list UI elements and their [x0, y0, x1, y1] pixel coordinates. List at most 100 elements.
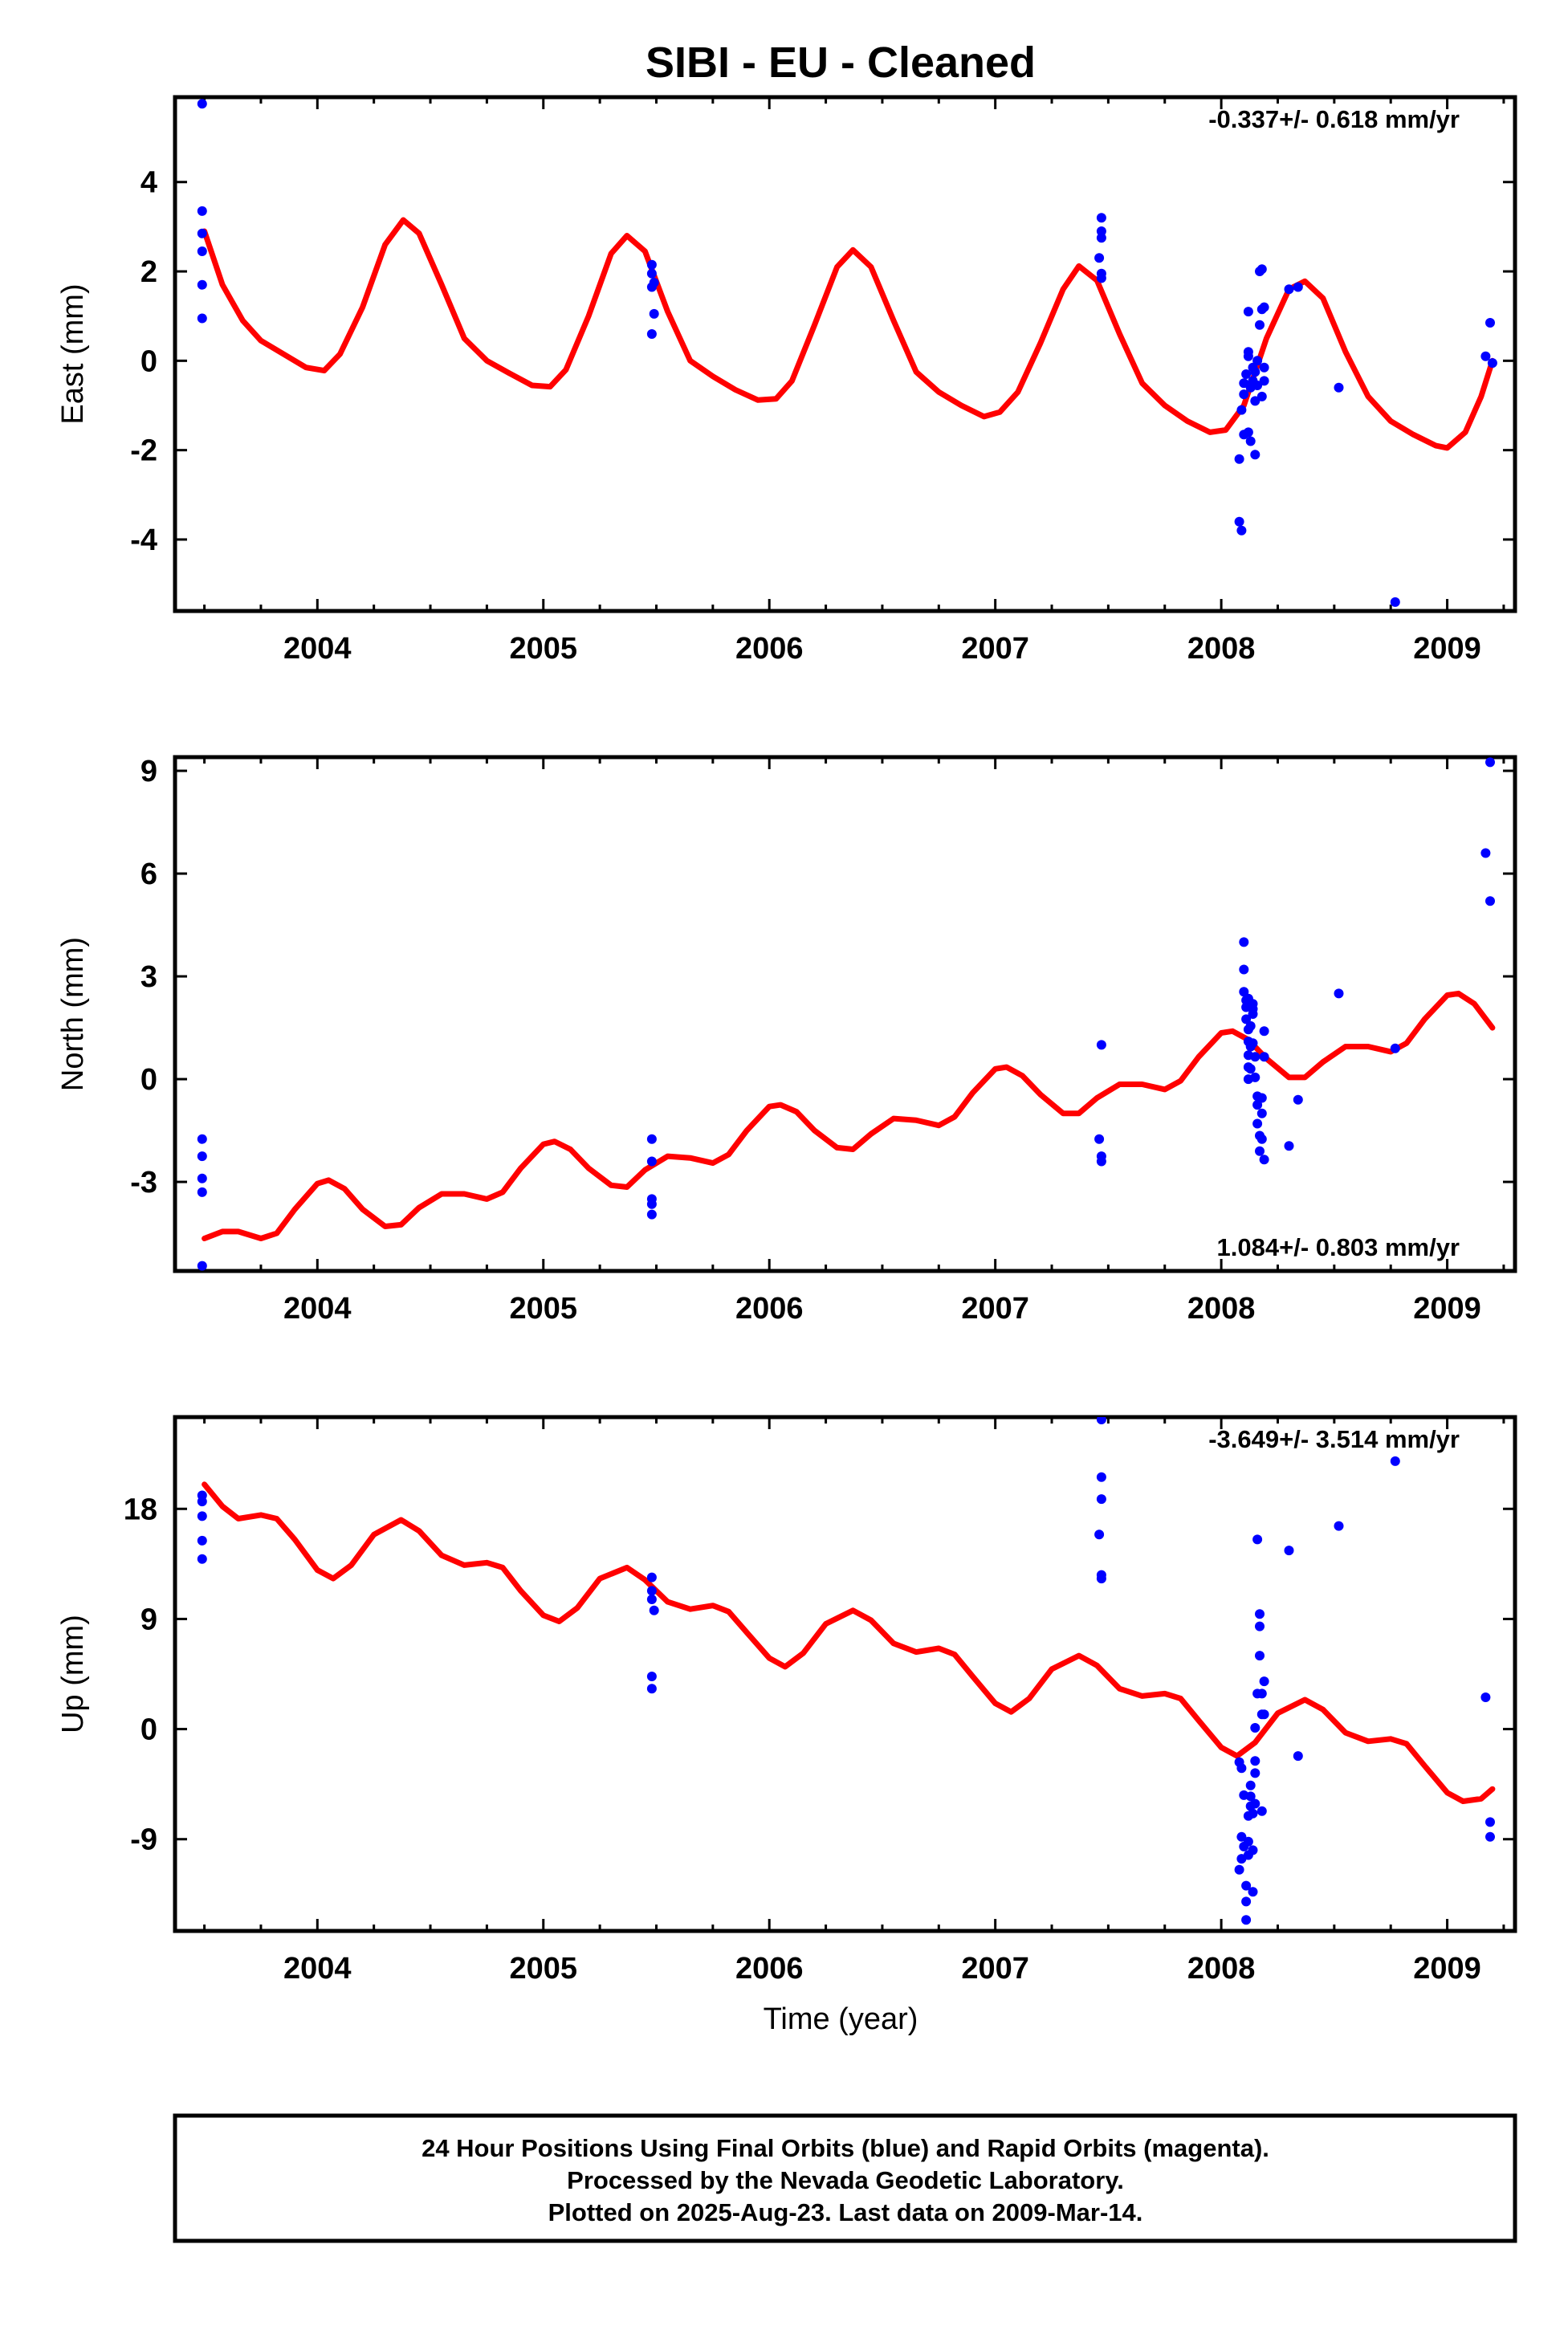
data-point — [1234, 516, 1244, 527]
footer-line-2: Processed by the Nevada Geodetic Laborat… — [567, 2166, 1124, 2194]
data-point — [197, 1173, 207, 1183]
data-point — [1241, 1915, 1252, 1925]
rate-annotation: -3.649+/- 3.514 mm/yr — [1208, 1425, 1460, 1453]
data-point — [1096, 1472, 1106, 1482]
data-point — [1241, 1880, 1252, 1891]
data-point — [1250, 1798, 1261, 1809]
data-point — [1248, 1038, 1258, 1049]
data-point — [1094, 1530, 1105, 1540]
data-points — [197, 99, 1497, 607]
data-point — [646, 329, 657, 339]
data-point — [1096, 273, 1106, 283]
data-point — [649, 278, 659, 287]
data-point — [1255, 1146, 1265, 1156]
x-tick-label: 2007 — [961, 1952, 1029, 1986]
data-point — [1241, 1014, 1252, 1024]
data-point — [1252, 381, 1263, 390]
data-point — [1485, 1831, 1495, 1842]
y-axis-label: East (mm) — [56, 283, 90, 424]
data-point — [1252, 356, 1263, 366]
data-point — [1485, 318, 1495, 328]
data-point — [1241, 1896, 1252, 1907]
data-point — [1239, 389, 1249, 400]
data-point — [646, 1199, 657, 1209]
data-point — [1248, 1845, 1258, 1855]
data-point — [1245, 1780, 1256, 1790]
data-point — [1487, 358, 1497, 369]
data-point — [1390, 597, 1400, 607]
data-point — [1256, 1093, 1267, 1103]
data-point — [197, 246, 207, 256]
data-point — [646, 268, 657, 279]
panel-east: 2004 2005 2006 2007 2008 2009 -4 -2 0 2 4 East (mm)… — [56, 95, 1517, 666]
data-point — [1259, 362, 1269, 373]
data-point — [197, 1151, 207, 1162]
data-point — [1245, 1020, 1256, 1031]
data-point — [1259, 1709, 1269, 1720]
y-axis-label: Up (mm) — [56, 1615, 90, 1733]
x-tick-label: 2004 — [283, 1952, 352, 1986]
data-point — [1243, 427, 1253, 438]
data-point — [197, 228, 207, 238]
y-tick-label: 9 — [141, 755, 157, 788]
x-tick-label: 2006 — [735, 632, 804, 666]
panel-frame — [173, 1415, 1517, 1933]
panel-frame — [173, 95, 1517, 613]
footer-line-3: Plotted on 2025-Aug-23. Last data on 200… — [548, 2198, 1143, 2226]
x-tick-label: 2009 — [1413, 632, 1481, 666]
data-point — [1096, 1156, 1106, 1167]
x-tick-label: 2006 — [735, 1952, 804, 1986]
y-tick-label: -2 — [130, 434, 157, 468]
data-point — [1259, 1676, 1269, 1687]
data-point — [1250, 396, 1261, 406]
data-point — [646, 1586, 657, 1596]
data-point — [1096, 1494, 1106, 1505]
data-point — [1096, 226, 1106, 236]
x-tick-label: 2008 — [1187, 1952, 1256, 1986]
data-points — [197, 1417, 1495, 1925]
model-fit-line — [202, 990, 1496, 1241]
data-point — [1293, 1094, 1303, 1105]
data-point — [197, 206, 207, 216]
data-point — [1096, 1574, 1106, 1584]
data-point — [649, 308, 659, 319]
data-point — [1250, 1756, 1261, 1766]
x-tick-label: 2005 — [509, 632, 577, 666]
y-axis-label: North (mm) — [56, 937, 90, 1091]
y-tick-label: 18 — [124, 1493, 157, 1526]
data-point — [646, 1672, 657, 1681]
data-point — [1255, 1609, 1265, 1619]
data-point — [1255, 1651, 1265, 1661]
data-point — [1239, 937, 1249, 947]
y-tick-label: 9 — [141, 1603, 157, 1636]
data-point — [1096, 1040, 1106, 1050]
data-point — [1236, 405, 1247, 415]
panel-frame — [173, 755, 1517, 1273]
y-tick-label: 3 — [141, 960, 157, 994]
data-point — [1252, 1534, 1263, 1545]
data-point — [1485, 757, 1495, 768]
x-axis-label: Time (year) — [764, 2002, 918, 2036]
panel-north: 2004 2005 2006 2007 2008 2009 -3 0 3 6 9 North (mm)… — [56, 755, 1517, 1326]
data-point — [197, 1134, 207, 1144]
data-point — [1480, 1692, 1491, 1702]
data-point — [1480, 351, 1491, 361]
data-point — [1259, 302, 1269, 312]
data-point — [197, 99, 207, 109]
data-point — [1234, 1864, 1244, 1875]
data-point — [1390, 1456, 1400, 1466]
data-point — [1256, 1134, 1267, 1144]
data-point — [1245, 1064, 1256, 1074]
data-point — [1094, 253, 1105, 263]
x-tick-label: 2004 — [283, 632, 352, 666]
rate-annotation: 1.084+/- 0.803 mm/yr — [1217, 1233, 1460, 1261]
data-point — [1293, 282, 1303, 292]
data-point — [1284, 1141, 1294, 1151]
data-point — [1236, 1763, 1247, 1774]
data-point — [1256, 1108, 1267, 1118]
data-point — [1094, 1134, 1105, 1144]
footer-line-1: 24 Hour Positions Using Final Orbits (bl… — [422, 2134, 1269, 2162]
x-tick-label: 2007 — [961, 632, 1029, 666]
data-point — [646, 1595, 657, 1604]
data-point — [1096, 233, 1106, 243]
